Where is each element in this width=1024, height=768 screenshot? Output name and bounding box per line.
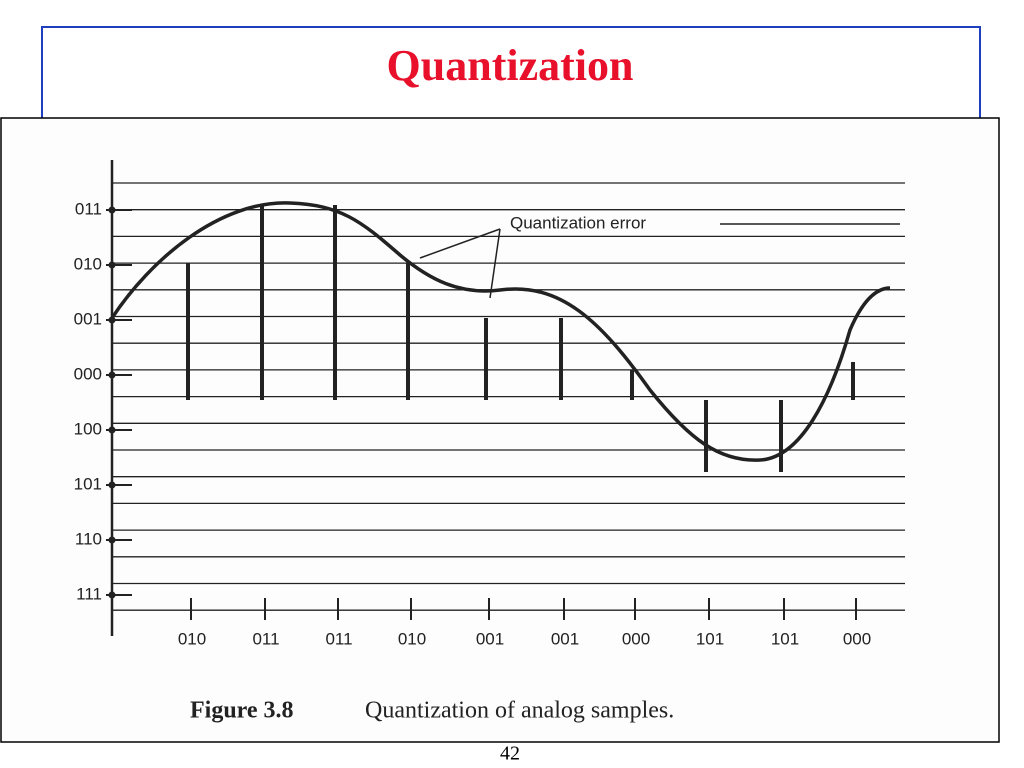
level-label: 000 — [74, 364, 102, 383]
sample-code: 011 — [252, 629, 279, 648]
sample-code: 010 — [398, 629, 426, 648]
level-label: 111 — [76, 584, 102, 603]
caption-number: Figure 3.8 — [190, 698, 294, 724]
caption-text: Quantization of analog samples. — [365, 698, 674, 724]
page-number: 42 — [500, 743, 520, 765]
level-dot — [108, 206, 116, 214]
figure — [106, 160, 905, 636]
level-label: 110 — [75, 529, 102, 548]
level-label: 011 — [75, 199, 102, 218]
level-dot — [108, 371, 116, 379]
sample-code: 010 — [178, 629, 206, 648]
sample-code: 011 — [325, 629, 352, 648]
sample-code: 000 — [843, 629, 871, 648]
sample-code: 000 — [622, 629, 650, 648]
sample-code: 001 — [551, 629, 579, 648]
analog-signal — [110, 201, 891, 462]
level-label: 100 — [74, 419, 102, 438]
arrow — [419, 228, 501, 259]
sample-code: 101 — [771, 629, 799, 648]
sample-code: 101 — [696, 629, 724, 648]
sample-code: 001 — [476, 629, 504, 648]
figure-frame — [0, 117, 1000, 743]
level-dot — [108, 426, 116, 434]
slide-title: Quantization — [387, 41, 634, 90]
level-dot — [108, 481, 116, 489]
level-dot — [108, 261, 116, 269]
annotation: Quantization error — [510, 213, 646, 232]
level-label: 001 — [74, 309, 102, 328]
level-label: 101 — [74, 474, 102, 493]
level-dot — [108, 316, 116, 324]
level-dot — [108, 536, 116, 544]
level-label: 010 — [74, 254, 102, 273]
level-dot — [108, 591, 116, 599]
